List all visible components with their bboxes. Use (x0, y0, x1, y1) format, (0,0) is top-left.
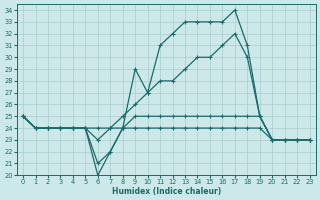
X-axis label: Humidex (Indice chaleur): Humidex (Indice chaleur) (112, 187, 221, 196)
